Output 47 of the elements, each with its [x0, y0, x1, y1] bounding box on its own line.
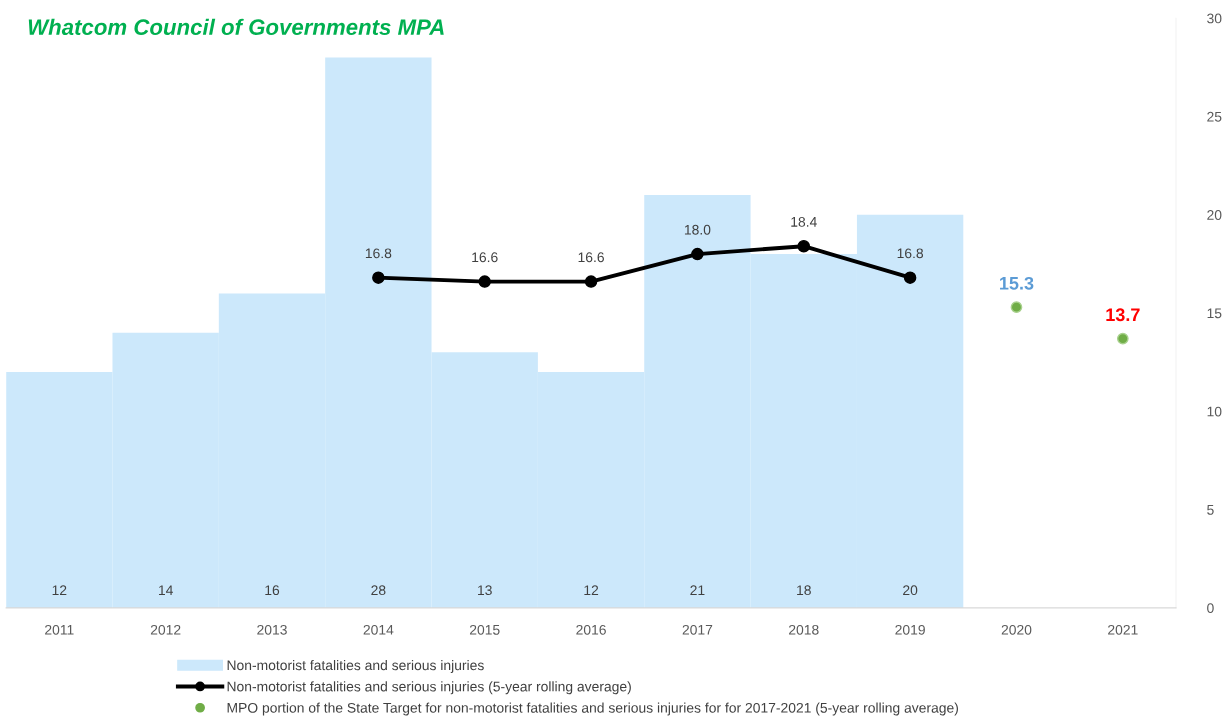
- y-tick-label: 10: [1207, 406, 1222, 417]
- data-label: 18: [797, 585, 811, 596]
- x-tick-label: 2019: [895, 624, 925, 635]
- data-label: 28: [371, 585, 386, 596]
- point: [1010, 301, 1023, 313]
- y-tick-label: 20: [1207, 210, 1222, 220]
- x-tick-label: 2016: [576, 624, 606, 635]
- x-tick-label: 2020: [1001, 624, 1032, 635]
- point: [797, 239, 811, 253]
- point: [691, 247, 704, 261]
- data-label: 18.4: [791, 216, 817, 227]
- data-label: 14: [158, 585, 173, 595]
- x-tick-label: 2018: [789, 624, 819, 635]
- point: [478, 275, 491, 288]
- data-label: 15.3: [1000, 276, 1034, 290]
- data-label: 12: [52, 585, 67, 595]
- x-tick-label: 2013: [257, 624, 287, 635]
- x-tick-label: 2015: [469, 624, 500, 635]
- point: [584, 275, 598, 288]
- point: [372, 271, 385, 284]
- data-label: 12: [584, 585, 599, 595]
- y-tick-label: 0: [1207, 603, 1214, 614]
- data-label: 16.8: [365, 248, 392, 259]
- x-tick-label: 2017: [682, 624, 713, 635]
- data-label: 18.0: [684, 224, 711, 235]
- y-tick-label: 15: [1207, 308, 1222, 319]
- point: [903, 271, 917, 284]
- chart-title: Whatcom Council of Governments MPA: [28, 18, 444, 36]
- legend-label: Non-motorist fatalities and serious injuries (5-year rolling average): [227, 681, 631, 695]
- data-label: 16.6: [578, 252, 604, 263]
- data-label: 13.7: [1106, 308, 1140, 322]
- point: [1116, 332, 1129, 345]
- y-tick-label: 25: [1207, 111, 1222, 122]
- x-tick-label: 2014: [363, 624, 394, 635]
- x-tick-label: 2012: [150, 624, 181, 635]
- x-tick-label: 2021: [1108, 624, 1138, 635]
- data-label: 21: [690, 585, 705, 595]
- legend-label: MPO portion of the State Target for non-motorist fatalities and serious injuries for for 2017-2021 (5-year rolling average): [227, 702, 958, 716]
- data-label: 20: [903, 585, 918, 596]
- data-label: 16.8: [897, 248, 924, 259]
- data-label: 13: [478, 585, 492, 596]
- x-tick-label: 2011: [45, 624, 74, 635]
- y-tick-label: 30: [1207, 13, 1222, 24]
- data-label: 16: [265, 585, 280, 596]
- legend-label: Non-motorist fatalities and serious injuries: [227, 659, 484, 673]
- y-tick-label: 5: [1207, 505, 1214, 515]
- data-label: 16.6: [472, 252, 498, 263]
